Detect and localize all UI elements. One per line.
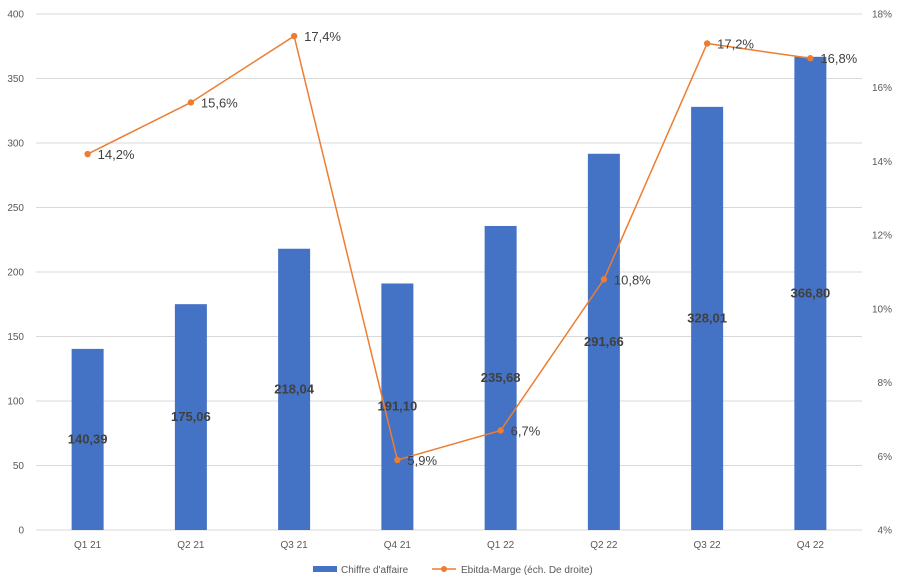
- data-labels: 140,39 175,06 218,04 191,10 235,68 291,66 328,…: [68, 29, 858, 468]
- y-axis-right: 4% 6% 8% 10% 12% 14% 16% 18%: [872, 10, 892, 537]
- bar: [691, 106, 724, 531]
- x-tick-label: Q1 21: [74, 540, 102, 551]
- line-data-label: 17,4%: [304, 29, 341, 44]
- legend-label-bar: Chiffre d'affaire: [341, 565, 409, 576]
- bar: [71, 348, 104, 530]
- y-right-tick-label: 12%: [872, 231, 892, 242]
- y-axis-left: 0 50 100 150 200 250 300 350 400: [7, 10, 24, 537]
- x-tick-label: Q3 21: [281, 540, 309, 551]
- bar-data-label: 191,10: [377, 399, 417, 414]
- y-right-tick-label: 10%: [872, 304, 892, 315]
- x-axis: Q1 21 Q2 21 Q3 21 Q4 21 Q1 22 Q2 22 Q3 22 Q4 22: [74, 540, 824, 551]
- bar-data-label: 366,80: [790, 285, 830, 300]
- legend: Chiffre d'affaire Ebitda-Marge (éch. De …: [313, 565, 593, 576]
- y-left-tick-label: 0: [18, 526, 24, 537]
- bar-data-label: 291,66: [584, 334, 624, 349]
- line-data-label: 16,8%: [820, 51, 857, 66]
- line-data-label: 6,7%: [511, 423, 541, 438]
- gridlines: [36, 13, 862, 531]
- line-point: [84, 150, 91, 158]
- x-tick-label: Q3 22: [694, 540, 722, 551]
- y-right-tick-label: 4%: [878, 526, 893, 537]
- bar-series: [71, 56, 827, 531]
- y-left-tick-label: 350: [7, 74, 24, 85]
- y-right-tick-label: 16%: [872, 83, 892, 94]
- line-point: [807, 55, 814, 62]
- y-left-tick-label: 250: [7, 203, 24, 214]
- y-left-tick-label: 300: [7, 139, 24, 150]
- line-series: [84, 32, 814, 464]
- bar-data-label: 175,06: [171, 409, 211, 424]
- bar-data-label: 235,68: [481, 370, 521, 385]
- bar: [484, 225, 517, 531]
- x-tick-label: Q4 21: [384, 540, 412, 551]
- y-right-tick-label: 6%: [878, 452, 893, 463]
- line-point: [394, 456, 401, 464]
- legend-swatch-marker: [441, 566, 447, 572]
- bar: [794, 56, 827, 530]
- y-left-tick-label: 50: [13, 461, 25, 472]
- bar: [278, 248, 311, 530]
- line-data-label: 15,6%: [201, 95, 238, 110]
- bar: [587, 153, 620, 530]
- line-point: [703, 40, 711, 47]
- x-tick-label: Q2 21: [177, 540, 205, 551]
- x-tick-label: Q2 22: [590, 540, 618, 551]
- y-left-tick-label: 150: [7, 332, 24, 343]
- y-left-tick-label: 200: [7, 268, 24, 279]
- y-right-tick-label: 18%: [872, 10, 892, 21]
- legend-label-line: Ebitda-Marge (éch. De droite): [461, 565, 593, 576]
- line-data-label: 14,2%: [98, 147, 135, 162]
- legend-swatch-bar: [313, 566, 337, 572]
- y-right-tick-label: 8%: [878, 378, 893, 389]
- y-right-tick-label: 14%: [872, 157, 892, 168]
- bar: [174, 304, 207, 530]
- bar-data-label: 140,39: [68, 431, 108, 446]
- line-data-label: 5,9%: [407, 453, 437, 468]
- y-left-tick-label: 400: [7, 10, 24, 21]
- line-path: [87, 34, 811, 461]
- bar: [381, 283, 414, 530]
- line-point: [497, 427, 504, 434]
- line-data-label: 17,2%: [717, 36, 754, 51]
- x-tick-label: Q1 22: [487, 540, 515, 551]
- line-point: [290, 32, 298, 40]
- line-point: [600, 276, 608, 283]
- y-left-tick-label: 100: [7, 397, 24, 408]
- line-data-label: 10,8%: [614, 272, 651, 287]
- bar-data-label: 328,01: [687, 310, 727, 325]
- x-tick-label: Q4 22: [797, 540, 825, 551]
- line-point: [187, 99, 195, 106]
- bar-data-label: 218,04: [274, 381, 315, 396]
